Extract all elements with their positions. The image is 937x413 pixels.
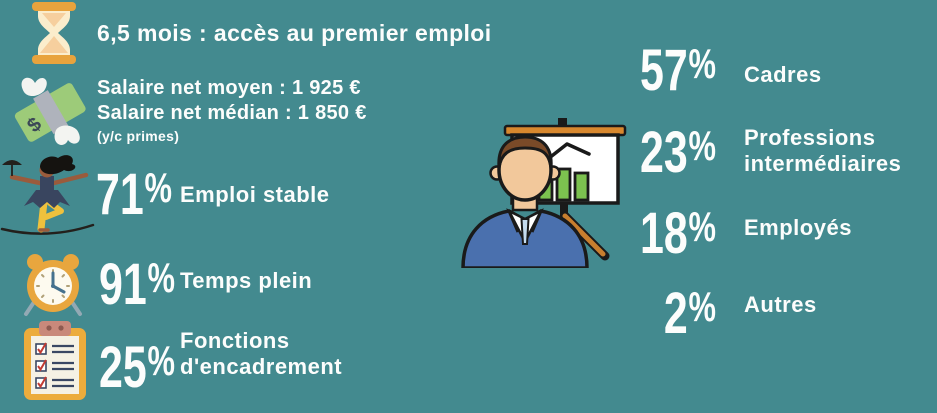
salary-block: Salaire net moyen : 1 925 € Salaire net … xyxy=(97,76,367,144)
percent-sign: % xyxy=(688,40,716,88)
tightrope-walker-icon xyxy=(0,150,95,245)
stat-emploi-stable-label: Emploi stable xyxy=(180,182,330,207)
percent-sign: % xyxy=(688,283,716,331)
checklist-clipboard-icon xyxy=(22,320,88,402)
presenter-with-chart-icon xyxy=(455,118,645,268)
stat-value: 71 xyxy=(96,162,144,227)
stat-encadrement-label: Fonctions d'encadrement xyxy=(180,328,343,379)
stat-cadres-value: 57% xyxy=(627,42,716,100)
percent-sign: % xyxy=(688,203,716,251)
header-title: 6,5 mois : accès au premier emploi xyxy=(97,20,492,46)
stat-value: 23 xyxy=(640,120,688,185)
stat-employes-value: 18% xyxy=(627,205,716,263)
stat-professions-label: Professions intermédiaires xyxy=(744,125,902,176)
stat-emploi-stable-value: 71% xyxy=(96,166,172,224)
percent-sign: % xyxy=(688,122,716,170)
stat-temps-plein-value: 91% xyxy=(99,256,175,314)
stat-autres-value: 2% xyxy=(627,285,716,343)
stat-value: 2 xyxy=(663,281,688,346)
salary-median: Salaire net médian : 1 850 € xyxy=(97,102,367,124)
salary-mean: Salaire net moyen : 1 925 € xyxy=(97,77,361,99)
stat-autres-label: Autres xyxy=(744,292,817,317)
hourglass-icon xyxy=(22,2,86,64)
stat-temps-plein-label: Temps plein xyxy=(180,268,313,293)
stat-professions-value: 23% xyxy=(627,124,716,182)
flying-money-icon: $ xyxy=(4,70,96,155)
stat-encadrement-value: 25% xyxy=(99,339,175,397)
alarm-clock-icon xyxy=(16,252,90,318)
percent-sign: % xyxy=(147,254,175,302)
percent-sign: % xyxy=(144,164,172,212)
stat-value: 25 xyxy=(99,335,147,400)
stat-cadres-label: Cadres xyxy=(744,62,822,87)
percent-sign: % xyxy=(147,337,175,385)
stat-value: 57 xyxy=(640,38,688,103)
salary-note: (y/c primes) xyxy=(97,128,180,144)
stat-value: 18 xyxy=(640,201,688,266)
stat-employes-label: Employés xyxy=(744,215,852,240)
stat-value: 91 xyxy=(99,252,147,317)
